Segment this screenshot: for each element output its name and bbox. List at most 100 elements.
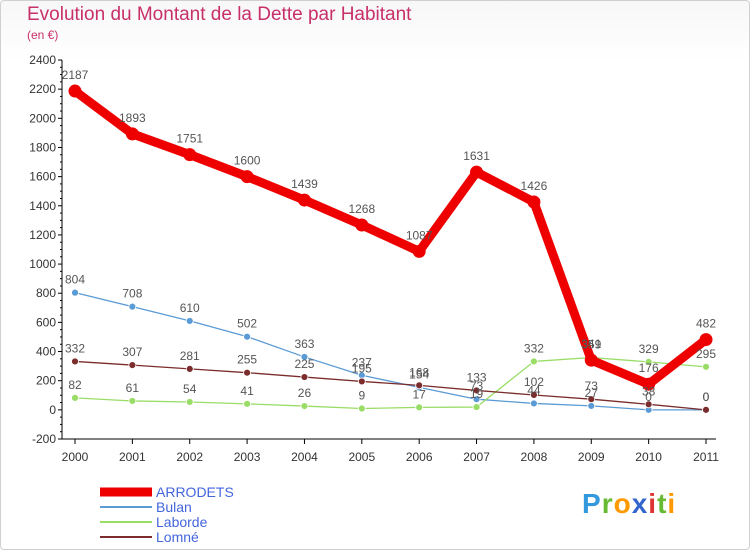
data-label-arrodets: 1893 [119, 111, 146, 125]
x-tick-label: 2001 [119, 450, 146, 464]
data-label-bulan: 44 [527, 383, 541, 397]
data-point-arrodets [183, 148, 197, 162]
data-label-laborde: 26 [298, 386, 312, 400]
data-label-laborde: 82 [68, 378, 82, 392]
data-point-bulan [128, 302, 137, 311]
data-label-lomné: 255 [237, 353, 257, 367]
y-tick-label: 1800 [29, 140, 56, 154]
data-label-arrodets: 341 [581, 337, 601, 351]
data-label-laborde: 332 [524, 341, 544, 355]
series-line-arrodets [70, 86, 711, 389]
data-label-lomné: 307 [122, 345, 142, 359]
legend-label-lomné: Lomné [156, 529, 199, 545]
logo-letter: o [613, 488, 632, 519]
data-point-lomné [71, 357, 79, 366]
data-label-arrodets: 176 [639, 361, 659, 375]
data-point-arrodets [355, 218, 369, 232]
chart-title: Evolution du Montant de la Dette par Hab… [27, 4, 412, 25]
y-tick-label: 2000 [29, 111, 56, 125]
data-point-laborde [185, 398, 194, 406]
data-label-laborde: 329 [639, 342, 659, 356]
y-tick-label: 0 [49, 403, 56, 417]
data-point-lomné [185, 364, 194, 373]
y-tick-label: -200 [32, 432, 56, 446]
data-point-bulan [587, 402, 596, 410]
data-point-laborde [702, 362, 710, 371]
logo-letter: P [582, 488, 602, 519]
data-point-laborde [71, 393, 79, 402]
data-point-arrodets [584, 353, 598, 367]
data-point-lomné [415, 381, 424, 390]
data-label-lomné: 281 [180, 349, 200, 363]
data-point-bulan [185, 317, 194, 325]
data-point-arrodets [412, 244, 426, 258]
data-label-laborde: 17 [413, 387, 427, 401]
data-point-laborde [415, 403, 424, 412]
x-tick-label: 2011 [693, 450, 719, 464]
data-label-lomné: 225 [294, 357, 314, 371]
data-point-arrodets [470, 165, 484, 179]
data-label-laborde: 61 [126, 381, 140, 395]
legend-label-arrodets: ARRODETS [156, 484, 234, 500]
data-point-lomné [472, 386, 481, 395]
x-tick-label: 2005 [348, 450, 375, 464]
data-point-lomné [357, 377, 366, 386]
data-point-lomné [300, 373, 309, 381]
x-tick-label: 2006 [406, 450, 433, 464]
data-point-bulan [472, 395, 481, 404]
data-point-arrodets [699, 333, 713, 347]
data-label-bulan: 0 [645, 390, 652, 404]
data-label-bulan: 363 [294, 337, 314, 351]
chart-subtitle: (en €) [27, 28, 59, 42]
data-label-bulan: 708 [122, 287, 142, 301]
y-tick-label: 1200 [29, 228, 56, 242]
y-tick-label: 1000 [29, 257, 56, 271]
data-label-laborde: 41 [240, 384, 254, 398]
data-label-lomné: 195 [352, 361, 372, 375]
data-label-arrodets: 1751 [176, 132, 203, 146]
data-point-laborde [357, 404, 366, 413]
y-tick-label: 200 [36, 374, 56, 388]
data-label-bulan: 0 [703, 390, 710, 404]
data-point-laborde [472, 403, 481, 411]
x-tick-label: 2003 [234, 450, 261, 464]
data-label-arrodets: 1087 [406, 228, 433, 242]
data-label-arrodets: 1426 [521, 179, 548, 193]
x-tick-label: 2007 [463, 450, 490, 464]
data-point-laborde [243, 399, 251, 408]
data-point-lomné [702, 405, 710, 414]
x-tick-label: 2000 [62, 450, 89, 464]
logo-letter: i [667, 488, 677, 519]
legend-label-bulan: Bulan [156, 499, 192, 515]
data-point-arrodets [125, 127, 139, 141]
proxiti-logo: Proxiti [582, 488, 676, 520]
data-label-lomné: 102 [524, 375, 544, 389]
data-point-lomné [243, 368, 251, 377]
data-point-lomné [644, 400, 653, 409]
data-label-lomné: 0 [703, 390, 710, 404]
data-label-lomné: 168 [409, 365, 429, 379]
data-point-arrodets [527, 195, 541, 209]
data-point-laborde [530, 357, 538, 366]
data-label-laborde: 359 [581, 338, 601, 352]
series-line-bulan [74, 291, 707, 411]
data-point-laborde [128, 397, 137, 405]
x-tick-label: 2008 [521, 450, 548, 464]
data-label-bulan: 502 [237, 317, 257, 331]
data-label-arrodets: 482 [696, 317, 716, 331]
data-point-laborde [644, 357, 653, 366]
y-tick-label: 800 [36, 286, 56, 300]
series-line-lomné [74, 360, 707, 411]
data-point-bulan [530, 399, 538, 408]
y-tick-label: 1600 [29, 170, 56, 184]
data-point-bulan [300, 353, 309, 361]
y-tick-label: 400 [36, 345, 56, 359]
data-point-bulan [243, 332, 251, 341]
data-label-arrodets: 2187 [62, 68, 89, 82]
logo-letter: i [648, 488, 658, 519]
data-label-laborde: 9 [358, 389, 365, 403]
data-label-laborde: 19 [470, 387, 484, 401]
data-label-laborde: 295 [696, 347, 716, 361]
series-line-laborde [74, 356, 707, 410]
data-label-bulan: 804 [65, 273, 85, 287]
